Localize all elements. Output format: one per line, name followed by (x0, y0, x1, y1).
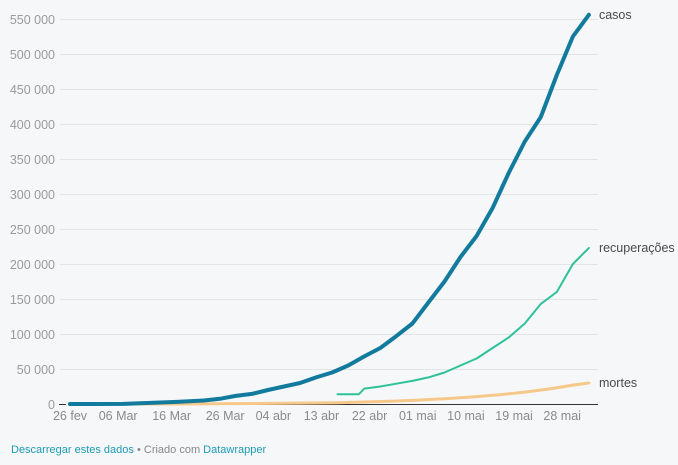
gridlines (60, 19, 598, 370)
x-axis-labels: 26 fev 06 Mar 16 Mar 26 Mar 04 abr 13 abr 22 a… (53, 409, 581, 423)
y-tick-label: 300 000 (10, 188, 55, 202)
x-tick-label: 28 mai (543, 409, 581, 423)
y-tick-label: 100 000 (10, 328, 55, 342)
series-lines (68, 12, 591, 406)
x-tick-label: 13 abr (304, 409, 339, 423)
y-tick-label: 550 000 (10, 13, 55, 27)
line-chart: 0 50 000 100 000 150 000 200 000 250 000 300 0… (10, 8, 675, 423)
download-data-link[interactable]: Descarregar estes dados (11, 444, 134, 456)
x-tick-label: 26 Mar (206, 409, 245, 423)
y-tick-label: 350 000 (10, 153, 55, 167)
x-tick-label: 10 mai (447, 409, 485, 423)
series-label: recuperações (599, 241, 675, 255)
y-tick-label: 0 (48, 398, 55, 412)
y-tick-label: 450 000 (10, 83, 55, 97)
series-labels: casos recuperações mortes (599, 8, 675, 390)
series-label: mortes (599, 376, 637, 390)
series-label: casos (599, 8, 632, 22)
x-tick-label: 01 mai (399, 409, 437, 423)
x-tick-label: 04 abr (256, 409, 291, 423)
y-tick-label: 400 000 (10, 118, 55, 132)
datawrapper-link[interactable]: Datawrapper (203, 444, 267, 456)
series-line-0 (68, 12, 591, 406)
x-tick-label: 26 fev (53, 409, 88, 423)
series-line-1 (336, 246, 590, 396)
x-tick-label: 16 Mar (152, 409, 191, 423)
x-tick-label: 22 abr (352, 409, 387, 423)
footer-credit-text: • Criado com (133, 444, 204, 456)
series-line-2 (68, 381, 591, 406)
chart-footer: Descarregar estes dados • Criado com Dat… (11, 444, 266, 456)
y-tick-label: 250 000 (10, 223, 55, 237)
y-tick-label: 150 000 (10, 293, 55, 307)
x-tick-label: 06 Mar (99, 409, 138, 423)
y-tick-label: 500 000 (10, 48, 55, 62)
y-tick-label: 200 000 (10, 258, 55, 272)
y-tick-label: 50 000 (17, 363, 55, 377)
x-tick-label: 19 mai (495, 409, 533, 423)
y-axis-labels: 0 50 000 100 000 150 000 200 000 250 000 300 0… (10, 13, 55, 412)
